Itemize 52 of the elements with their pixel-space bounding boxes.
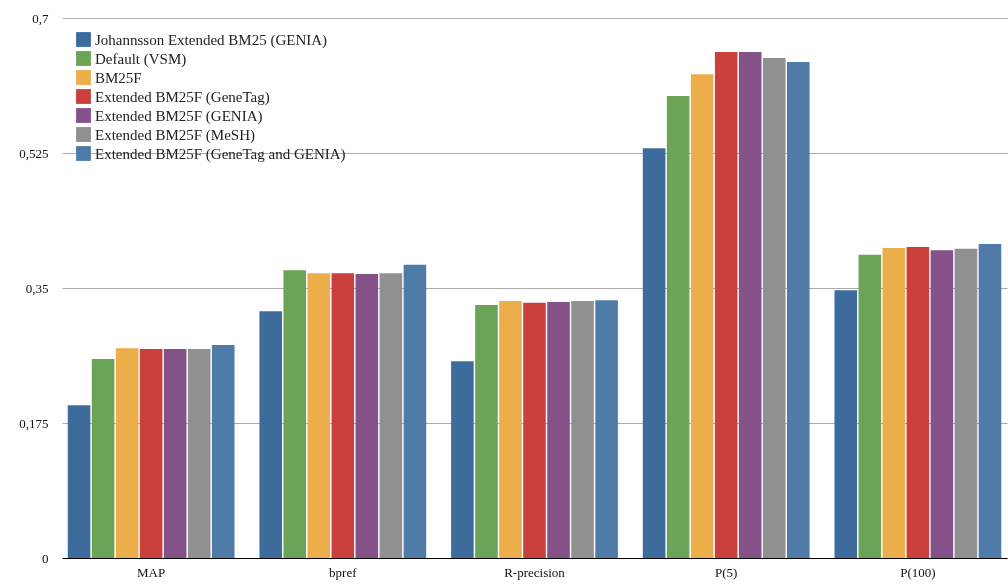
bar [858, 254, 882, 558]
bar [403, 264, 427, 558]
legend-label: Extended BM25F (GENIA) [95, 107, 263, 125]
x-tick-label: MAP [137, 564, 166, 580]
y-tick-label: 0 [42, 550, 49, 566]
bar [762, 58, 786, 558]
legend-label: Johannsson Extended BM25 (GENIA) [95, 31, 328, 49]
bar [67, 405, 91, 558]
bar [738, 51, 762, 558]
legend-label: Extended BM25F (GeneTag) [95, 88, 270, 106]
bar [499, 301, 522, 558]
bar [283, 270, 307, 558]
legend-label: BM25F [95, 69, 142, 86]
bar [451, 361, 474, 558]
bar [906, 247, 930, 558]
bar [163, 348, 187, 558]
bar [307, 273, 331, 558]
x-tick-label: P(5) [714, 564, 738, 580]
y-tick-label: 0,7 [32, 10, 49, 26]
x-tick-label: P(100) [900, 564, 936, 580]
bar [595, 300, 618, 558]
bar [547, 301, 570, 558]
x-tick-label: R-precision [504, 564, 566, 580]
bar [690, 74, 714, 558]
bar [642, 148, 666, 558]
bar [91, 358, 115, 558]
y-tick-label: 0,525 [19, 145, 49, 161]
y-tick-label: 0,35 [25, 280, 49, 296]
x-tick-label: bpref [329, 564, 358, 580]
bar [379, 273, 403, 558]
bar [978, 244, 1002, 558]
bar [666, 95, 690, 558]
bar [475, 304, 498, 558]
legend-label: Default (VSM) [95, 50, 187, 68]
bar [882, 247, 906, 558]
bar [187, 348, 211, 558]
bar [211, 345, 235, 558]
bar [786, 61, 810, 558]
bar [139, 348, 163, 558]
bar [571, 301, 594, 558]
bar [523, 302, 546, 558]
y-tick-label: 0,175 [19, 415, 49, 431]
bar [355, 274, 379, 558]
bar [259, 311, 283, 558]
legend-label: Extended BM25F (GeneTag and GENIA) [95, 145, 346, 163]
bar [954, 248, 978, 558]
bar [714, 51, 738, 558]
bar [930, 250, 954, 558]
bar [834, 290, 858, 558]
bar [115, 348, 139, 558]
legend-label: Extended BM25F (MeSH) [95, 126, 255, 144]
bar [331, 273, 355, 558]
